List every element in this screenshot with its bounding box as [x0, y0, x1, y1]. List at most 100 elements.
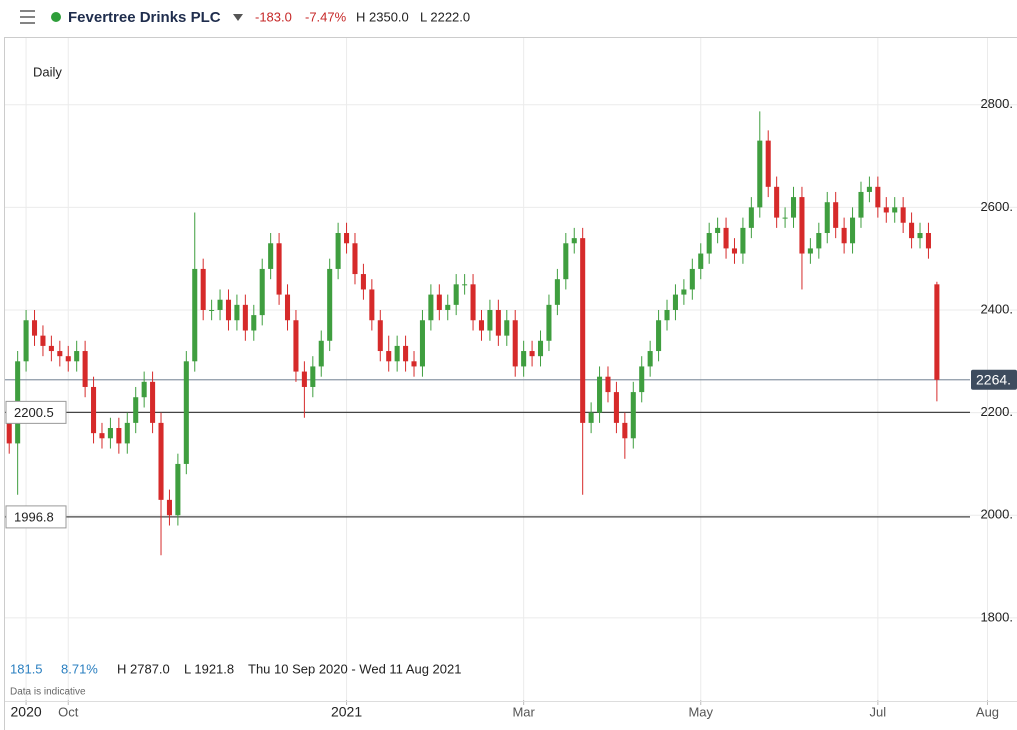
candle-body: [428, 294, 434, 321]
candle-body: [909, 222, 915, 239]
y-tick-label: 2000.: [980, 507, 1013, 522]
candle-body: [723, 227, 729, 249]
footer-change-pct: 8.71%: [61, 661, 98, 676]
candle-body: [116, 428, 122, 444]
x-tick-label: Oct: [58, 704, 79, 719]
candle-body: [866, 186, 872, 192]
footer-range: Thu 10 Sep 2020 - Wed 11 Aug 2021: [248, 661, 461, 676]
candle-body: [563, 243, 569, 280]
y-tick-label: 2200.: [980, 404, 1013, 419]
candle-body: [580, 238, 586, 423]
candle-body: [344, 233, 350, 244]
header-low: L 2222.0: [420, 9, 470, 24]
candle-body: [833, 202, 839, 228]
candle-body: [352, 243, 358, 275]
interval-label: Daily: [33, 64, 62, 79]
candle-body: [141, 381, 147, 398]
x-tick-label: Jul: [870, 704, 887, 719]
candle-body: [268, 243, 274, 269]
price-level-badge: [5, 505, 67, 529]
candle-body: [917, 233, 923, 239]
candle-body: [470, 284, 476, 321]
price-level-label: 2264.: [976, 371, 1011, 387]
candle-body: [715, 227, 721, 234]
candle-body: [639, 366, 645, 393]
candle-body: [301, 371, 307, 387]
candle-body: [597, 376, 603, 413]
header-change: -183.0: [255, 9, 292, 24]
candle-body: [107, 428, 113, 439]
price-level-badge: [971, 369, 1017, 390]
candle-body: [706, 233, 712, 254]
candle-body: [158, 422, 164, 500]
instrument-title[interactable]: Fevertree Drinks PLC: [68, 9, 221, 26]
candle-body: [774, 186, 780, 218]
x-tick-label: Mar: [512, 704, 535, 719]
candle-body: [875, 186, 881, 208]
candle-body: [403, 345, 409, 362]
candle-body: [386, 351, 392, 362]
candle-body: [934, 284, 940, 380]
price-level-label: 2200.5: [14, 405, 54, 420]
candle-body: [453, 284, 459, 305]
candle-body: [225, 299, 232, 321]
candle-body: [765, 140, 771, 187]
candle-body: [99, 433, 105, 439]
candle-body: [175, 463, 181, 516]
candle-body: [200, 268, 206, 310]
candle-body: [816, 233, 822, 249]
footer-change: 181.5: [10, 661, 43, 676]
candle-body: [588, 412, 594, 423]
candle-body: [251, 315, 257, 331]
candle-body: [377, 320, 383, 352]
candle-body: [731, 248, 738, 254]
candle-body: [613, 392, 619, 423]
candle-body: [757, 140, 763, 208]
candle-body: [48, 345, 54, 352]
candle-body: [65, 356, 71, 362]
candle-body: [192, 268, 198, 362]
header-change-pct: -7.47%: [305, 9, 347, 24]
candle-body: [57, 351, 63, 357]
candle-body: [647, 351, 653, 367]
price-level-badge: [5, 400, 67, 424]
candle-body: [630, 392, 636, 439]
candle-body: [664, 309, 670, 321]
candle-body: [166, 499, 172, 516]
candle-body: [689, 268, 695, 290]
candle-body: [850, 217, 856, 244]
candle-body: [571, 238, 577, 244]
dropdown-arrow[interactable]: [233, 14, 243, 21]
candle-body: [217, 299, 223, 310]
candle-body: [698, 253, 704, 269]
candle-body: [521, 351, 527, 367]
menu-icon[interactable]: [20, 10, 35, 24]
x-tick-label: Aug: [976, 704, 999, 719]
candle-body: [740, 227, 746, 254]
candle-body: [40, 335, 46, 346]
candle-body: [369, 289, 375, 321]
header-high: H 2350.0: [356, 9, 409, 24]
y-tick-label: 1800.: [980, 609, 1013, 624]
candle-body: [242, 304, 248, 331]
candle-body: [183, 361, 189, 464]
candle-body: [824, 202, 830, 234]
candle-body: [478, 320, 485, 331]
candle-body: [462, 284, 468, 286]
candle-body: [276, 243, 282, 295]
candle-body: [91, 386, 97, 434]
x-tick-label: 2020: [11, 704, 42, 720]
candle-body: [124, 422, 130, 444]
candle-body: [318, 340, 324, 367]
candle-body: [790, 197, 797, 218]
candle-body: [74, 351, 80, 362]
candle-body: [133, 397, 139, 423]
candle-body: [672, 294, 678, 310]
candle-body: [293, 320, 299, 372]
candle-body: [327, 268, 333, 341]
footer-high: H 2787.0: [117, 661, 170, 676]
candle-body: [883, 207, 889, 213]
candle-body: [82, 351, 88, 387]
